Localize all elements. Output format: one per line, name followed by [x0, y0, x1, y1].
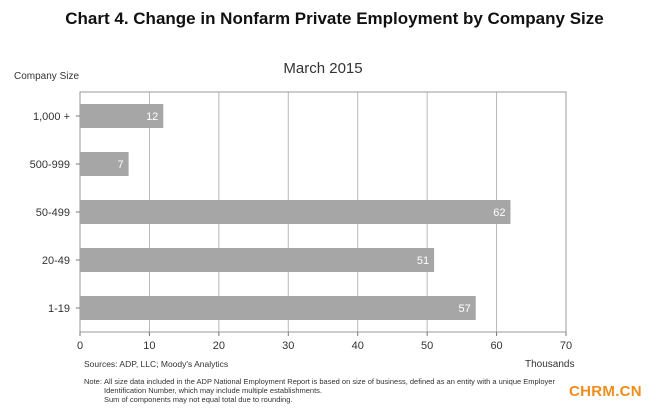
data-label-2: 62 — [493, 207, 505, 219]
note-line-1: Note: All size data included in the ADP N… — [84, 377, 604, 386]
data-label-1: 7 — [117, 159, 123, 171]
x-tick-label-2: 20 — [213, 340, 225, 352]
x-axis-title: Thousands — [525, 359, 575, 370]
bar-0 — [80, 104, 164, 128]
chart-subtitle: March 2015 — [283, 60, 363, 77]
x-tick-label-7: 70 — [560, 340, 572, 352]
note-block: Note: All size data included in the ADP N… — [84, 377, 604, 404]
note-text-1: All size data included in the ADP Nation… — [104, 377, 555, 386]
source-text: Sources: ADP, LLC; Moody's Analytics — [84, 359, 229, 369]
chart-title: Chart 4. Change in Nonfarm Private Emplo… — [65, 9, 604, 28]
x-tick-label-5: 50 — [421, 340, 433, 352]
data-label-4: 57 — [458, 303, 470, 315]
category-label-0: 1,000 + — [33, 111, 70, 123]
category-label-3: 20-49 — [42, 255, 70, 267]
note-label: Note: — [84, 377, 102, 386]
data-label-0: 12 — [146, 111, 158, 123]
x-tick-label-3: 30 — [282, 340, 294, 352]
x-tick-label-4: 40 — [352, 340, 364, 352]
data-label-3: 51 — [417, 255, 429, 267]
bar-4 — [80, 296, 476, 320]
watermark-logo: CHRM.CN — [569, 383, 642, 400]
x-tick-label-6: 60 — [490, 340, 502, 352]
category-label-1: 500-999 — [30, 159, 70, 171]
bar-1 — [80, 152, 129, 176]
bar-2 — [80, 200, 511, 224]
note-line-3: Sum of components may not equal total du… — [104, 395, 293, 404]
category-label-4: 1-19 — [48, 303, 70, 315]
category-label-2: 50-499 — [36, 207, 70, 219]
y-axis-title: Company Size — [14, 71, 80, 82]
x-tick-label-0: 0 — [77, 340, 83, 352]
bar-3 — [80, 248, 435, 272]
x-tick-label-1: 10 — [143, 340, 155, 352]
note-line-2: Identification Number, which may include… — [104, 386, 323, 395]
